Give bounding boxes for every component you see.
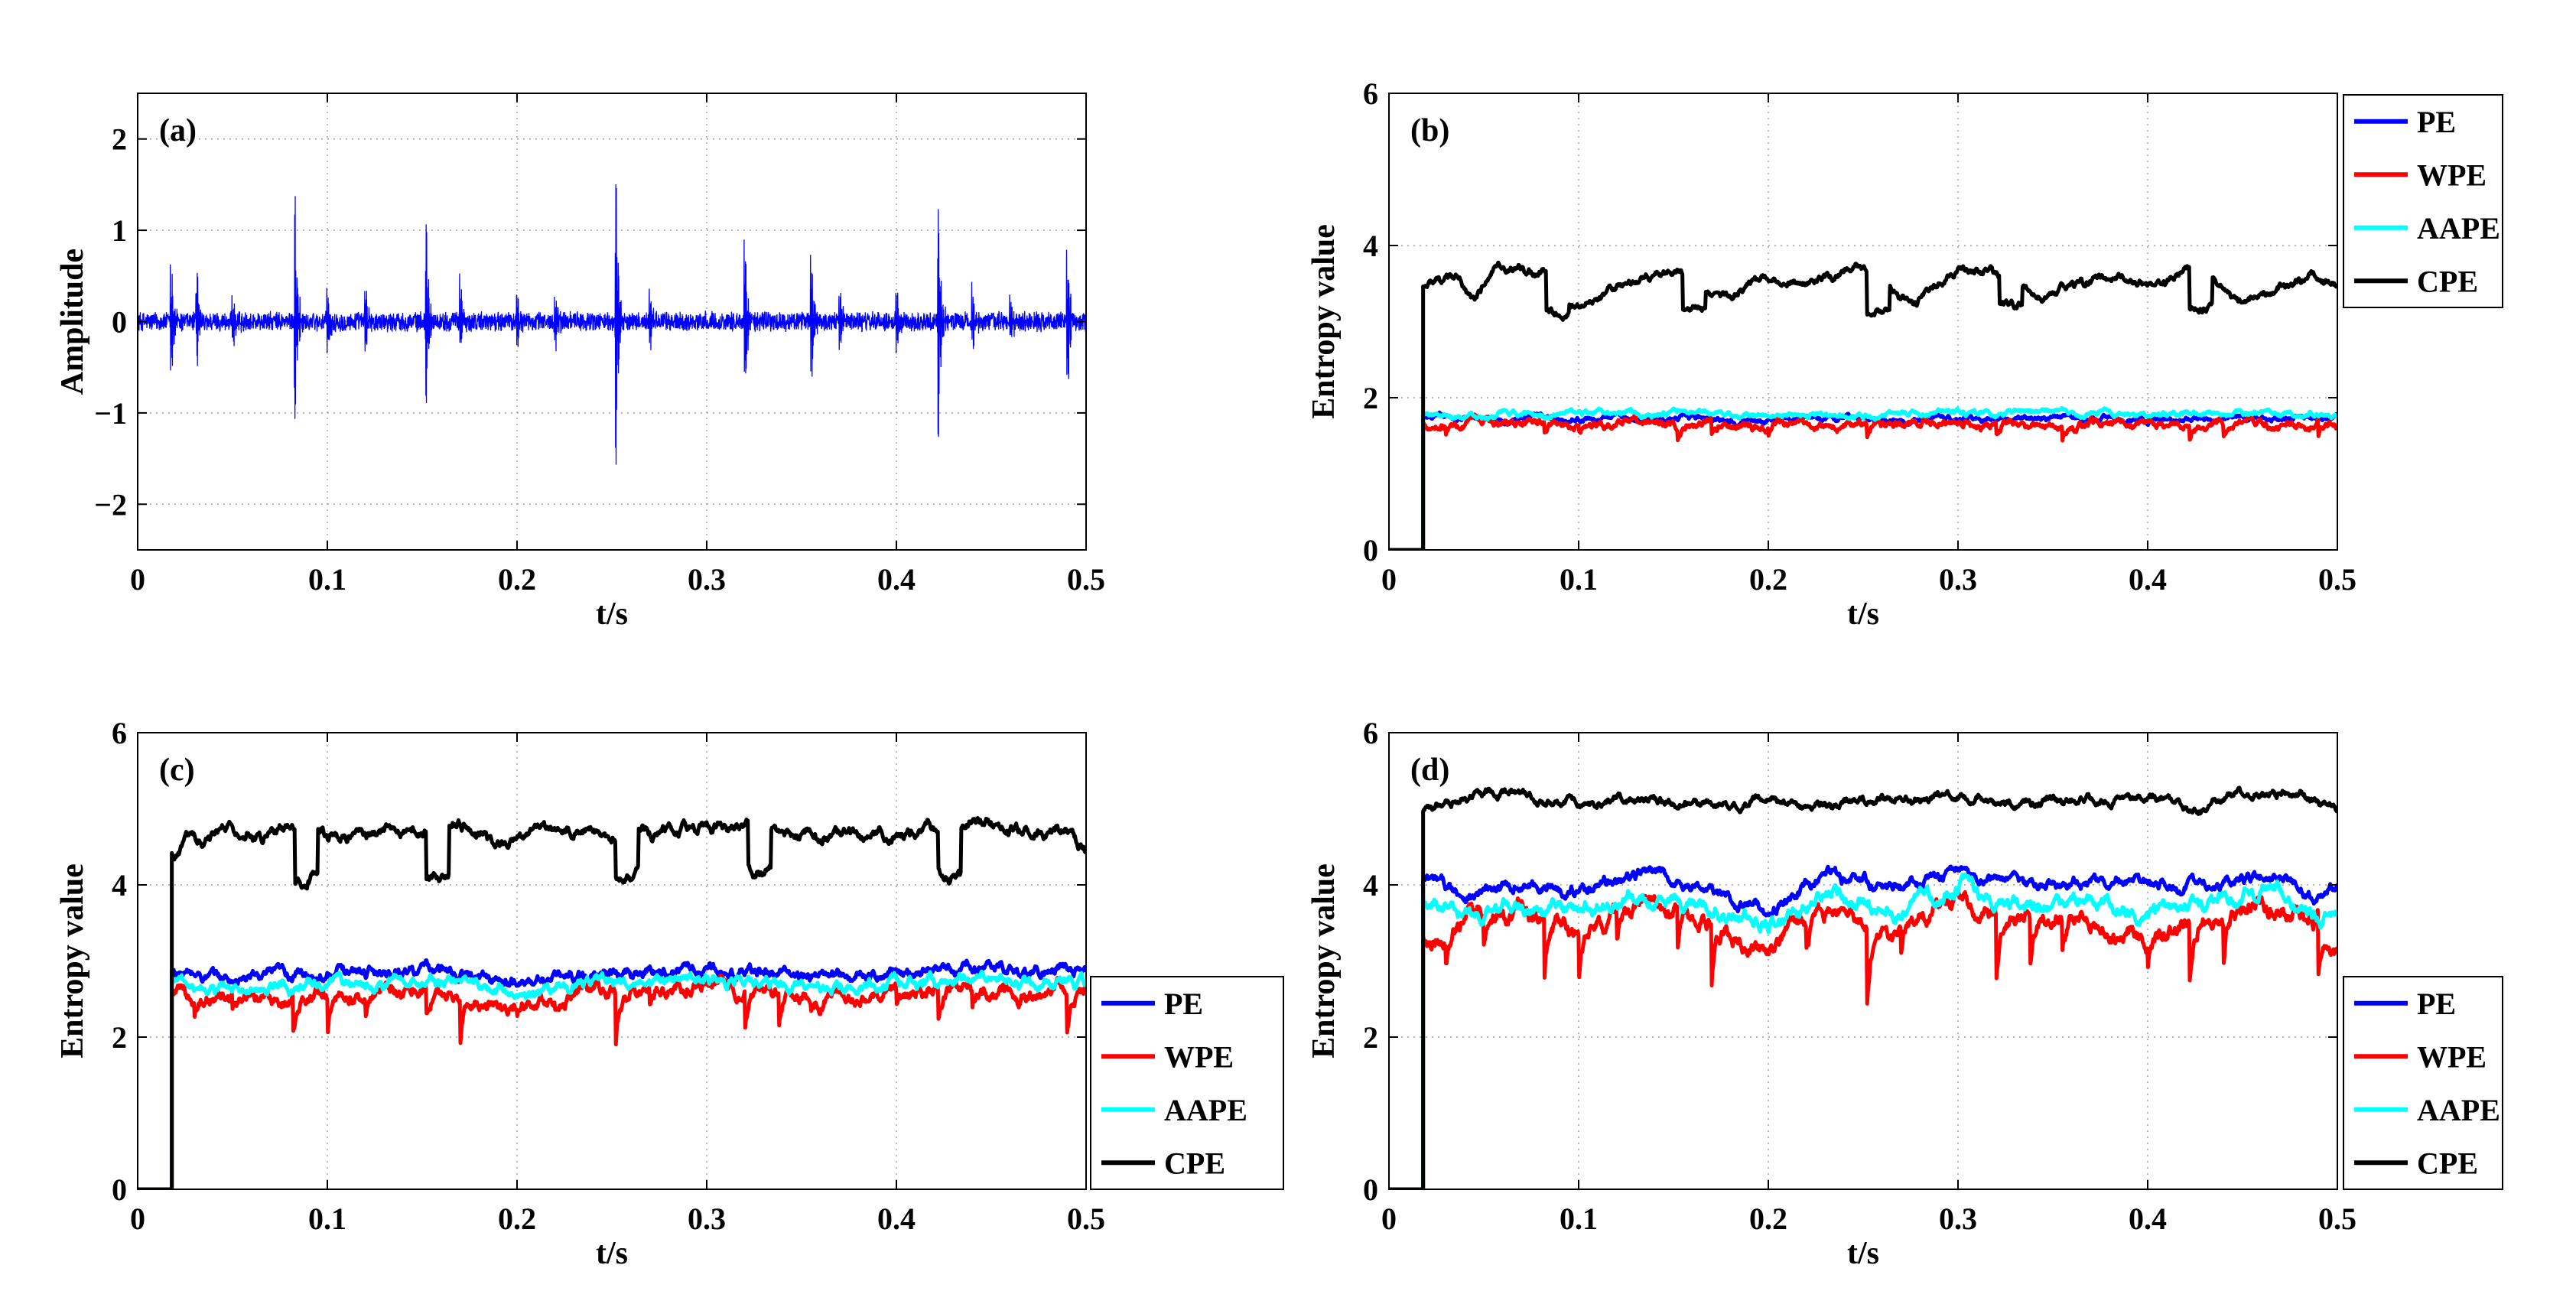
y-tick-label: 4 [1363, 868, 1378, 902]
legend-label-cpe: CPE [2417, 264, 2478, 298]
series-line-cpe [1389, 260, 2337, 550]
series-line-wpe [138, 973, 1086, 1189]
x-tick-label: 0.5 [1067, 1202, 1105, 1236]
x-tick-label: 0.3 [688, 562, 726, 597]
panel-label: (d) [1410, 753, 1449, 788]
x-tick-label: 0.4 [2129, 562, 2167, 597]
legend-label-pe: PE [2417, 987, 2456, 1021]
axes-frame [137, 732, 1087, 1190]
legend: PE WPE AAPE CPE [2343, 94, 2503, 308]
legend-label-wpe: WPE [2417, 1039, 2487, 1074]
signal-line [138, 184, 1086, 465]
series-group [1389, 785, 2337, 1189]
y-tick-label: 0 [1363, 1172, 1378, 1207]
x-tick-label: 0 [1381, 1202, 1397, 1236]
series-line-aape [1389, 872, 2337, 1189]
plot-area [138, 733, 1086, 1189]
y-tick-label: 6 [1363, 76, 1378, 111]
legend: PE WPE AAPE CPE [2343, 976, 2503, 1190]
legend-label-cpe: CPE [2417, 1146, 2478, 1180]
series-line-aape [138, 969, 1086, 1189]
legend: PE WPE AAPE CPE [1090, 976, 1284, 1190]
x-axis-label: t/s [1847, 1236, 1879, 1271]
y-tick-label: 2 [112, 1020, 127, 1055]
axes-frame [1388, 93, 2338, 551]
x-tick-label: 0.2 [1749, 1202, 1787, 1236]
x-tick-label: 0.2 [498, 562, 536, 597]
x-tick-label: 0.1 [1560, 1202, 1598, 1236]
x-tick-label: 0 [130, 562, 145, 597]
legend-label-aape: AAPE [2417, 1093, 2500, 1127]
x-tick-label: 0.4 [877, 562, 916, 597]
x-axis-label: t/s [596, 597, 628, 632]
chart-panel-d: 0 0.1 0.2 0.3 0.4 0.5 0 2 4 6 t/s Entropy value (d) P… [1306, 716, 2503, 1271]
x-tick-label: 0.2 [498, 1202, 536, 1236]
series-group [138, 816, 1086, 1189]
x-tick-label: 0.1 [308, 1202, 346, 1236]
legend-label-wpe: WPE [2417, 158, 2487, 192]
y-axis-label: Entropy value [55, 863, 90, 1058]
axes-frame [1388, 732, 2338, 1190]
series-line-cpe [138, 816, 1086, 1189]
x-tick-label: 0.2 [1749, 562, 1787, 597]
y-tick-label: 2 [1363, 1020, 1378, 1055]
x-axis-label: t/s [1847, 597, 1879, 632]
x-tick-label: 0.5 [2318, 1202, 2356, 1236]
y-tick-label: −1 [94, 396, 127, 431]
y-tick-label: 6 [1363, 716, 1378, 750]
y-tick-label: 0 [112, 1172, 127, 1207]
chart-panel-c: 0 0.1 0.2 0.3 0.4 0.5 0 2 4 6 t/s Entropy value (c) P… [55, 716, 1284, 1271]
y-axis-label: Entropy value [1306, 863, 1342, 1058]
series-line-pe [138, 958, 1086, 1189]
x-axis-label: t/s [596, 1236, 628, 1271]
series-line-aape [1389, 405, 2337, 550]
legend-label-wpe: WPE [1164, 1039, 1234, 1074]
x-tick-label: 0 [1381, 562, 1397, 597]
x-tick-label: 0.1 [308, 562, 346, 597]
panel-label: (a) [159, 113, 197, 148]
legend-box [2343, 94, 2503, 308]
panel-label: (c) [159, 753, 195, 788]
series-line-wpe [1389, 889, 2337, 1189]
y-tick-label: 4 [112, 868, 127, 902]
y-tick-label: 4 [1363, 229, 1378, 263]
y-axis-label: Amplitude [55, 249, 90, 395]
x-tick-label: 0.3 [1939, 1202, 1977, 1236]
series-line-wpe [1389, 412, 2337, 550]
legend-box [2343, 976, 2503, 1190]
plot-area [1389, 93, 2337, 550]
chart-panel-a: 0 0.1 0.2 0.3 0.4 0.5 −2 −1 0 1 2 t/s Amplitude (a) [55, 93, 1105, 632]
y-tick-label: 1 [112, 213, 127, 248]
series-line-cpe [1389, 785, 2337, 1189]
legend-label-aape: AAPE [2417, 211, 2500, 246]
chart-panel-b: 0 0.1 0.2 0.3 0.4 0.5 0 2 4 6 t/s Entropy value (b) P… [1306, 76, 2503, 632]
y-tick-label: 0 [1363, 533, 1378, 567]
y-tick-label: 2 [1363, 381, 1378, 415]
x-tick-label: 0.4 [2129, 1202, 2167, 1236]
legend-label-pe: PE [1164, 987, 1203, 1021]
y-tick-label: 2 [112, 122, 127, 157]
y-tick-label: 0 [112, 305, 127, 340]
x-tick-label: 0.5 [1067, 562, 1105, 597]
x-tick-label: 0.4 [877, 1202, 916, 1236]
y-tick-label: −2 [94, 487, 127, 522]
panel-label: (b) [1410, 113, 1449, 148]
series-group [1389, 260, 2337, 550]
series-group [138, 184, 1086, 465]
legend-label-aape: AAPE [1164, 1093, 1247, 1127]
legend-box [1090, 976, 1284, 1190]
y-axis-label: Entropy value [1306, 224, 1342, 419]
x-tick-label: 0.5 [2318, 562, 2356, 597]
x-tick-label: 0.1 [1560, 562, 1598, 597]
x-tick-label: 0.3 [1939, 562, 1977, 597]
x-tick-label: 0.3 [688, 1202, 726, 1236]
x-tick-label: 0 [130, 1202, 145, 1236]
series-line-pe [1389, 864, 2337, 1189]
legend-label-pe: PE [2417, 105, 2456, 139]
legend-label-cpe: CPE [1164, 1146, 1225, 1180]
y-tick-label: 6 [112, 716, 127, 750]
